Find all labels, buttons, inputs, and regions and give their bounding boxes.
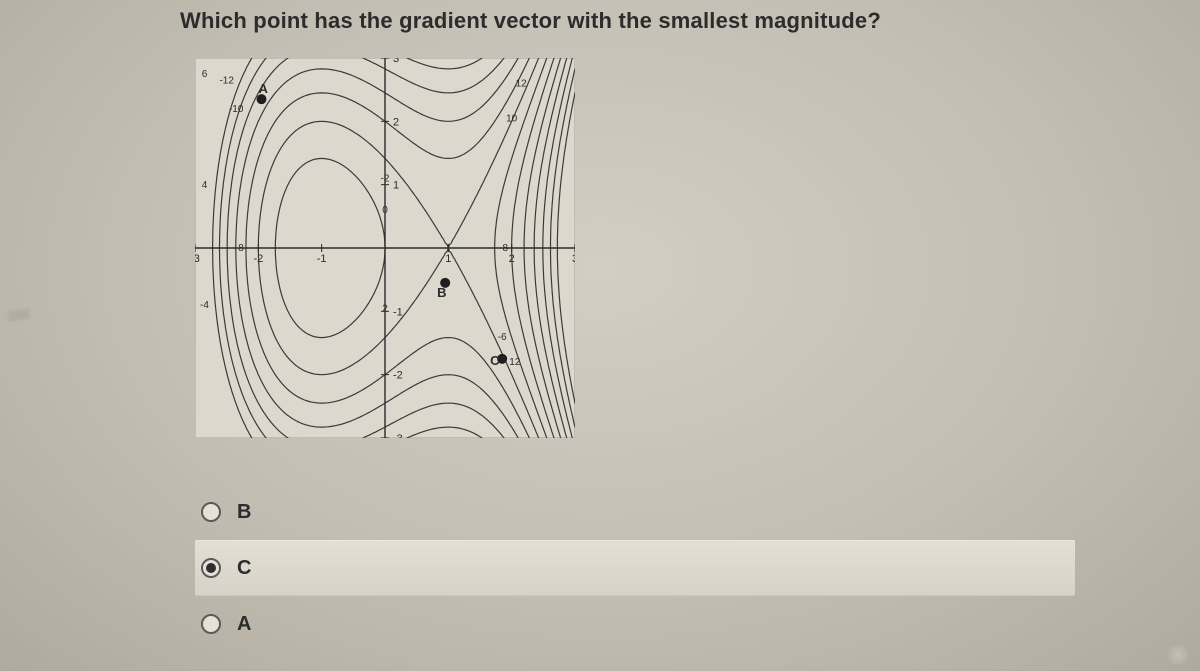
- svg-text:0: 0: [382, 205, 388, 216]
- photo-artifact-glare: [1164, 645, 1192, 665]
- svg-text:-2: -2: [253, 253, 263, 265]
- radio-a[interactable]: [201, 614, 221, 634]
- svg-text:12: 12: [516, 79, 528, 90]
- photo-artifact-left: [7, 308, 30, 322]
- svg-text:2: 2: [382, 303, 388, 314]
- svg-text:12: 12: [509, 357, 521, 368]
- quiz-screenshot: Which point has the gradient vector with…: [0, 0, 1200, 671]
- svg-text:-3: -3: [195, 253, 200, 265]
- answer-label-b: B: [237, 501, 251, 524]
- radio-b[interactable]: [201, 502, 221, 522]
- answer-label-a: A: [237, 613, 251, 636]
- svg-text:-10: -10: [229, 104, 244, 115]
- answer-option-a[interactable]: A: [195, 596, 1075, 652]
- svg-text:-2: -2: [381, 174, 390, 185]
- svg-text:10: 10: [506, 113, 518, 124]
- svg-text:-1: -1: [317, 253, 327, 265]
- contour-plot: -3-2-1123-3-2-1123-12-101210-202-88-6-44…: [195, 58, 575, 438]
- svg-text:-3: -3: [393, 433, 403, 438]
- answer-option-c[interactable]: C: [195, 540, 1075, 596]
- svg-text:-1: -1: [393, 306, 403, 318]
- svg-text:3: 3: [572, 253, 575, 265]
- svg-text:C: C: [490, 353, 500, 368]
- svg-text:-12: -12: [219, 75, 234, 86]
- question-text: Which point has the gradient vector with…: [180, 8, 881, 34]
- svg-text:6: 6: [202, 69, 208, 80]
- svg-text:1: 1: [445, 253, 451, 265]
- svg-text:4: 4: [202, 180, 208, 191]
- radio-c[interactable]: [201, 558, 221, 578]
- svg-text:3: 3: [393, 58, 399, 65]
- svg-text:1: 1: [393, 180, 399, 192]
- svg-text:B: B: [437, 285, 446, 300]
- answer-label-c: C: [237, 557, 251, 580]
- svg-text:2: 2: [393, 116, 399, 128]
- answer-options: B C A: [195, 484, 1075, 652]
- svg-text:2: 2: [509, 253, 515, 265]
- svg-text:-2: -2: [393, 370, 403, 382]
- svg-text:-6: -6: [498, 332, 507, 343]
- contour-plot-svg: -3-2-1123-3-2-1123-12-101210-202-88-6-44…: [195, 58, 575, 438]
- svg-text:-8: -8: [235, 243, 244, 254]
- answer-option-b[interactable]: B: [195, 484, 1075, 540]
- svg-text:8: 8: [503, 243, 509, 254]
- svg-text:A: A: [259, 81, 269, 96]
- svg-text:-4: -4: [200, 300, 209, 311]
